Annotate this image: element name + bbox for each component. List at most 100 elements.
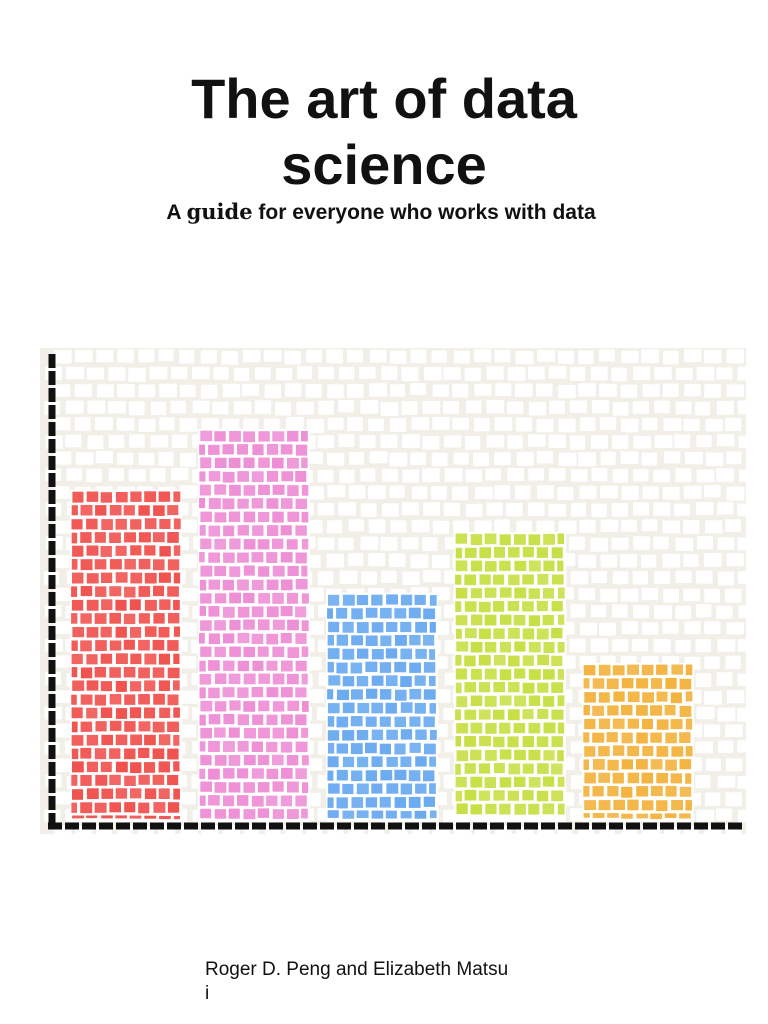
- bar-tile: [493, 790, 505, 801]
- bar-tile: [153, 505, 165, 516]
- bar-tile: [685, 664, 693, 676]
- bar-tile: [478, 790, 491, 801]
- mosaic-tile: [66, 366, 84, 380]
- bar-tile: [223, 714, 235, 725]
- bar-tile: [584, 800, 597, 811]
- bar-tile: [237, 444, 249, 455]
- mosaic-tile: [380, 536, 398, 551]
- bar-tile: [470, 804, 483, 815]
- bar-tile: [200, 511, 212, 522]
- bar-tile: [252, 525, 264, 536]
- bar-tile: [479, 547, 492, 559]
- mosaic-tile: [381, 366, 398, 380]
- mosaic-tile: [716, 400, 734, 415]
- authors: Roger D. Peng and Elizabeth Matsu i: [205, 958, 565, 1006]
- bar-tile: [302, 701, 309, 712]
- bar-tile: [679, 759, 692, 770]
- mosaic-tile: [696, 366, 715, 381]
- mosaic-tile: [579, 417, 596, 432]
- bar-tile: [557, 560, 564, 572]
- bar-tile: [557, 614, 565, 625]
- bar-tile: [100, 626, 112, 638]
- bar-tile: [328, 621, 340, 633]
- mosaic-tile: [716, 605, 733, 619]
- mosaic-tile: [54, 690, 73, 703]
- mosaic-tile: [179, 452, 196, 467]
- mosaic-tile: [360, 503, 377, 517]
- mosaic-tile: [717, 639, 736, 652]
- mosaic-tile: [536, 520, 555, 534]
- bar-tile: [258, 484, 270, 495]
- mosaic-tile: [54, 723, 71, 738]
- bar-tile: [471, 560, 483, 572]
- mosaic-tile: [368, 485, 386, 499]
- mosaic-tile: [717, 537, 735, 550]
- bar-tile: [424, 743, 436, 755]
- bar-tile: [257, 539, 270, 550]
- mosaic-tile: [361, 571, 377, 585]
- bar-tile: [485, 803, 497, 815]
- mosaic-tile: [612, 469, 628, 483]
- bar-tile: [295, 444, 308, 456]
- bar-tile: [350, 716, 363, 727]
- bar-tile: [266, 687, 279, 698]
- mosaic-tile: [473, 452, 489, 467]
- bar-tile: [612, 745, 625, 756]
- bar-tile: [350, 743, 363, 755]
- bar-tile: [351, 770, 363, 782]
- bar-tile: [429, 675, 436, 687]
- bar-tile: [214, 484, 227, 495]
- bar-tile: [537, 708, 549, 719]
- mosaic-tile: [307, 419, 325, 433]
- bar-tile: [94, 613, 107, 624]
- bar-tile: [109, 694, 122, 705]
- bar-tile: [455, 547, 463, 559]
- mosaic-tile: [726, 690, 745, 704]
- bar-tile: [199, 484, 211, 496]
- mosaic-tile: [704, 349, 722, 364]
- bar-tile: [295, 606, 307, 618]
- bar-tile: [455, 736, 462, 747]
- bar-tile: [409, 688, 422, 700]
- bar-tile: [266, 444, 279, 455]
- bar-tile: [627, 772, 640, 784]
- bar-tile: [208, 552, 220, 563]
- mosaic-tile: [548, 503, 566, 517]
- bar-tile: [679, 678, 692, 690]
- bar-tile: [621, 732, 633, 744]
- bar-tile: [72, 761, 84, 773]
- bar-tile: [665, 759, 677, 771]
- bar-tile: [670, 773, 682, 784]
- bar-tile: [528, 534, 541, 546]
- mosaic-tile: [716, 367, 733, 380]
- bar-tile: [542, 615, 554, 626]
- mosaic-tile: [684, 349, 702, 363]
- mosaic-tile: [611, 503, 628, 517]
- mosaic-tile: [74, 384, 93, 397]
- mosaic-tile: [683, 418, 700, 431]
- mosaic-tile: [318, 400, 334, 415]
- bar-tile: [429, 595, 437, 606]
- bar-tile: [258, 593, 271, 604]
- mosaic-tile: [675, 468, 692, 483]
- mosaic-tile: [401, 367, 419, 382]
- bar-tile: [543, 642, 555, 653]
- bar-tile: [380, 689, 392, 700]
- bar-tile: [636, 813, 648, 819]
- bar-tile: [80, 504, 93, 516]
- bar-tile: [130, 627, 142, 638]
- bar-tile: [243, 755, 256, 766]
- mosaic-tile: [96, 384, 114, 398]
- mosaic-tile: [306, 587, 324, 602]
- mosaic-tile: [620, 588, 639, 602]
- bar-tile: [258, 431, 270, 442]
- bar-tile: [109, 612, 121, 624]
- bar-tile: [115, 545, 127, 556]
- mosaic-tile: [705, 520, 723, 534]
- bar-tile: [636, 786, 649, 797]
- bar-tile: [400, 729, 413, 740]
- mosaic-tile: [663, 588, 679, 603]
- mosaic-tile: [423, 502, 441, 516]
- bar-tile: [464, 655, 476, 667]
- bar-tile: [650, 732, 662, 743]
